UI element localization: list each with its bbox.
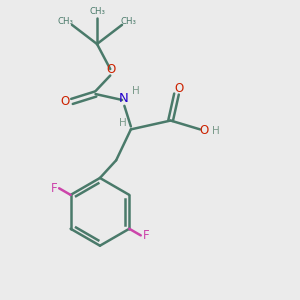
Text: H: H	[119, 118, 127, 128]
Text: N: N	[118, 92, 128, 105]
Text: O: O	[61, 95, 70, 108]
Text: O: O	[106, 62, 116, 76]
Text: F: F	[50, 182, 57, 195]
Text: CH₃: CH₃	[89, 7, 105, 16]
Text: O: O	[199, 124, 208, 137]
Text: CH₃: CH₃	[58, 17, 74, 26]
Text: F: F	[143, 229, 149, 242]
Text: H: H	[212, 126, 220, 136]
Text: CH₃: CH₃	[121, 17, 136, 26]
Text: H: H	[132, 85, 140, 95]
Text: O: O	[174, 82, 184, 95]
